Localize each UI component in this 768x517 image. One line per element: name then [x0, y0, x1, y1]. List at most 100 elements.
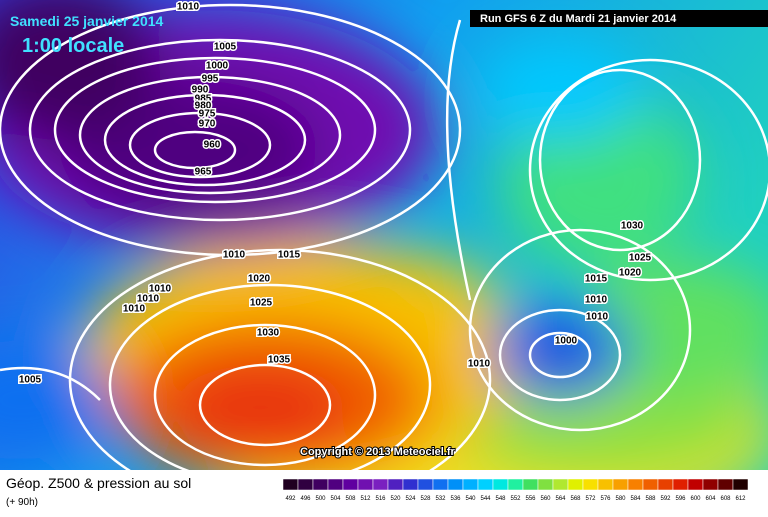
isobar-label: 1005	[214, 42, 237, 53]
legend-label: 612	[735, 496, 746, 502]
isobar-label: 970	[199, 119, 216, 130]
legend-label: 556	[525, 496, 536, 502]
legend-label: 544	[480, 496, 491, 502]
legend-label: 592	[660, 496, 671, 502]
legend-label: 588	[645, 496, 656, 502]
isobar-label: 1030	[621, 221, 644, 232]
legend-swatch	[597, 478, 614, 491]
copyright: Copyright © 2013 Meteociel.fr	[300, 446, 456, 458]
isobar-label: 1010	[149, 284, 172, 295]
legend-swatch	[432, 478, 449, 491]
legend-label: 540	[465, 496, 476, 502]
isobar-label: 1000	[206, 61, 229, 72]
isobar-label: 1010	[137, 294, 160, 305]
legend-swatch	[402, 478, 419, 491]
isobar-label: 1010	[468, 359, 491, 370]
legend-swatch	[327, 478, 344, 491]
legend-label: 492	[285, 496, 296, 502]
legend-label: 560	[540, 496, 551, 502]
legend-swatch	[282, 478, 299, 491]
legend-swatch	[462, 478, 479, 491]
legend-label: 604	[705, 496, 716, 502]
isobar-label: 1010	[223, 250, 246, 261]
isobar-label: 1010	[123, 304, 146, 315]
isobar-label: 1035	[268, 355, 291, 366]
legend: 492 496 500 504 508 512 516 520 524 528 532 536 540 5…	[282, 478, 749, 502]
legend-swatch	[672, 478, 689, 491]
isobar-label: 1030	[257, 328, 280, 339]
time: 1:00 locale	[22, 35, 124, 57]
isobar-label: 1010	[585, 295, 608, 306]
isobar-label: 975	[199, 109, 216, 120]
legend-swatch	[312, 478, 329, 491]
legend-swatch	[582, 478, 599, 491]
isobar-label: 1015	[278, 250, 301, 261]
legend-label: 576	[600, 496, 611, 502]
legend-swatch	[342, 478, 359, 491]
legend-label: 584	[630, 496, 641, 502]
legend-label: 580	[615, 496, 626, 502]
isobar-label: 1015	[585, 274, 608, 285]
legend-label: 520	[390, 496, 401, 502]
isobar-label: 1020	[619, 268, 642, 279]
legend-swatch	[372, 478, 389, 491]
legend-swatch	[732, 478, 749, 491]
isobar-label: 1020	[248, 274, 271, 285]
legend-swatch	[297, 478, 314, 491]
legend-label: 508	[345, 496, 356, 502]
legend-swatch	[642, 478, 659, 491]
legend-swatch	[417, 478, 434, 491]
legend-swatch	[537, 478, 554, 491]
legend-label: 496	[300, 496, 311, 502]
isobar-label: 985	[195, 94, 212, 105]
legend-swatch	[357, 478, 374, 491]
footer-lead: (+ 90h)	[6, 497, 38, 508]
legend-label: 596	[675, 496, 686, 502]
legend-label: 524	[405, 496, 416, 502]
legend-label: 572	[585, 496, 596, 502]
legend-swatch	[627, 478, 644, 491]
isobar-label: 990	[192, 85, 209, 96]
legend-label: 568	[570, 496, 581, 502]
legend-label: 516	[375, 496, 386, 502]
legend-label: 528	[420, 496, 431, 502]
legend-swatch	[687, 478, 704, 491]
legend-swatch	[567, 478, 584, 491]
footer-band	[0, 470, 768, 512]
isobar-label: 1010	[177, 2, 200, 13]
legend-swatch	[552, 478, 569, 491]
legend-label: 512	[360, 496, 371, 502]
isobar-label: 980	[195, 101, 212, 112]
legend-swatch	[507, 478, 524, 491]
legend-swatch	[477, 478, 494, 491]
footer-title: Géop. Z500 & pression au sol	[6, 475, 191, 491]
legend-swatch	[612, 478, 629, 491]
legend-label: 548	[495, 496, 506, 502]
isobar-label: 1005	[19, 375, 42, 386]
legend-swatch	[522, 478, 539, 491]
isobar-label: 1025	[629, 253, 652, 264]
date: Samedi 25 janvier 2014	[10, 13, 164, 29]
legend-swatch	[492, 478, 509, 491]
legend-label: 504	[330, 496, 341, 502]
legend-label: 532	[435, 496, 446, 502]
isobar-label: 995	[202, 74, 219, 85]
isobar-label: 960	[204, 140, 221, 151]
isobar-label: 1010	[586, 312, 609, 323]
legend-swatch	[387, 478, 404, 491]
run-info: Run GFS 6 Z du Mardi 21 janvier 2014	[480, 13, 677, 25]
legend-swatch	[657, 478, 674, 491]
legend-label: 536	[450, 496, 461, 502]
legend-label: 608	[720, 496, 731, 502]
isobar-label: 965	[195, 167, 212, 178]
isobar-label: 1025	[250, 298, 273, 309]
legend-swatch	[447, 478, 464, 491]
run-box	[470, 10, 768, 27]
legend-label: 600	[690, 496, 701, 502]
legend-swatch	[702, 478, 719, 491]
isobar-label: 1000	[555, 336, 578, 347]
legend-label: 564	[555, 496, 566, 502]
legend-swatch	[717, 478, 734, 491]
